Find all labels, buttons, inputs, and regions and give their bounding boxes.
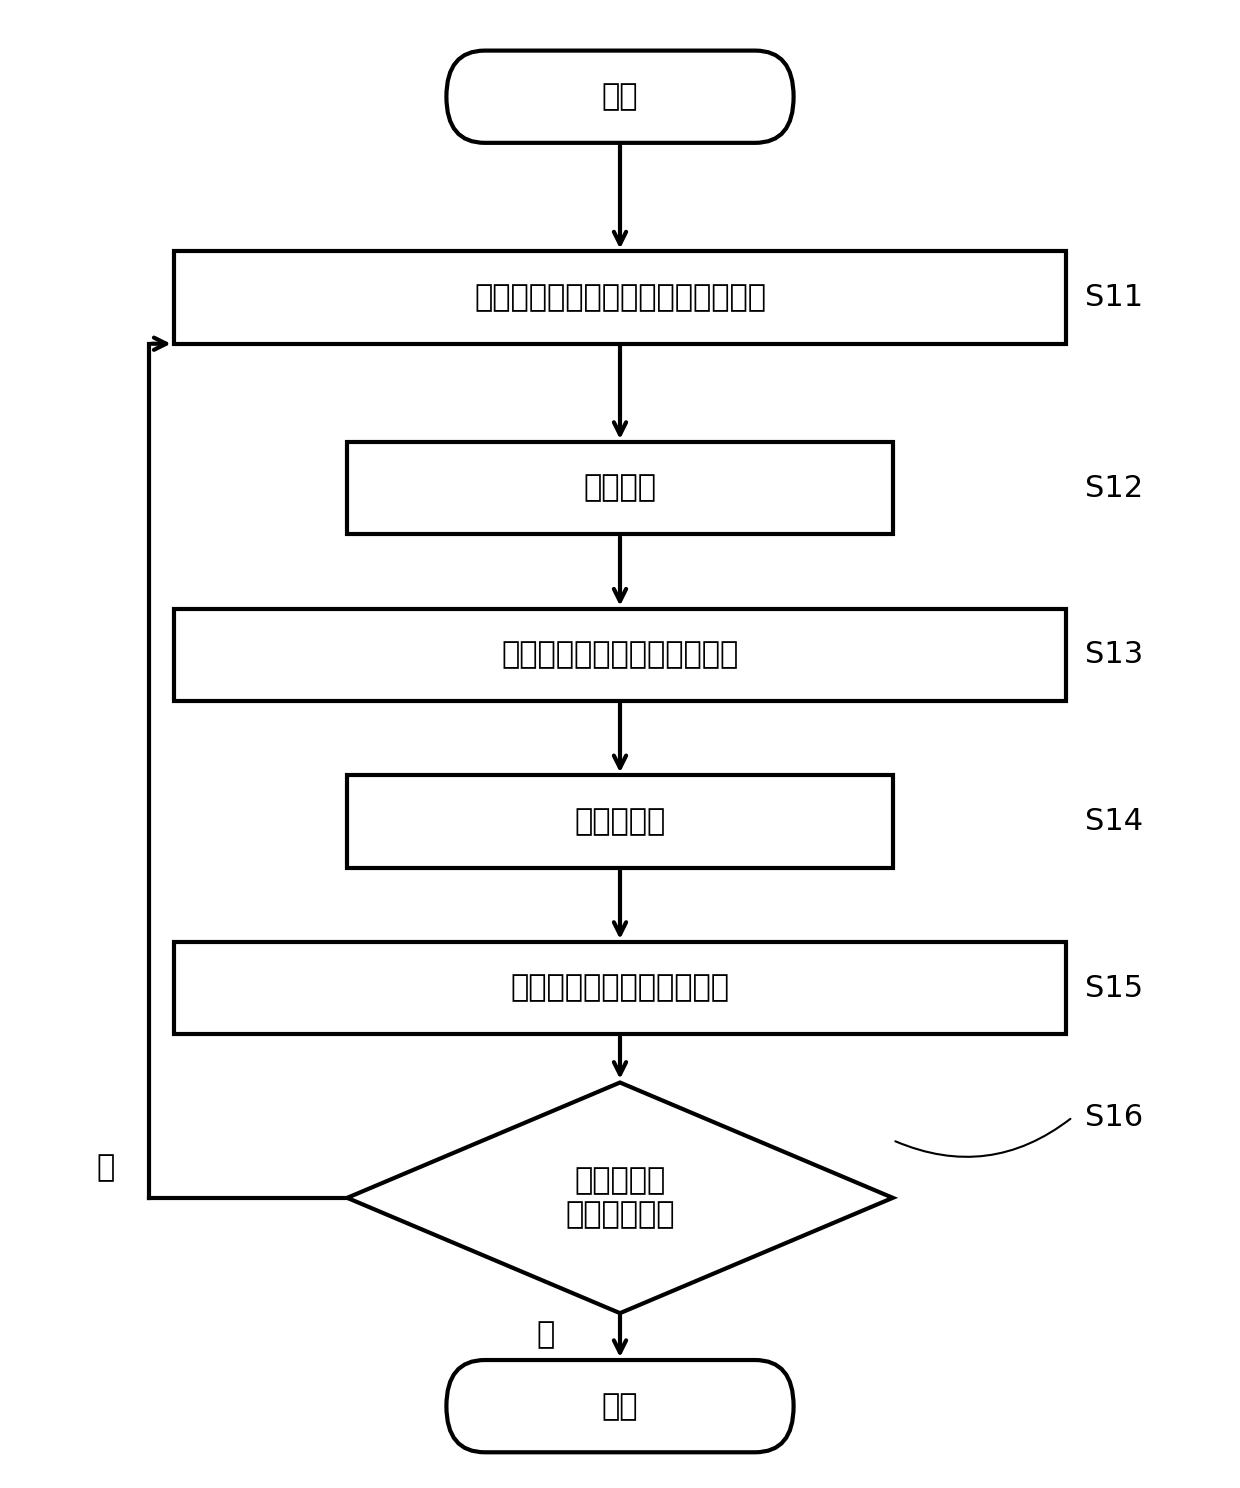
Text: 将基板上的加工位置配置在照射位置: 将基板上的加工位置配置在照射位置 <box>474 283 766 312</box>
Text: 否: 否 <box>97 1153 114 1183</box>
Text: 检测出通孔
的形成终点？: 检测出通孔 的形成终点？ <box>565 1167 675 1229</box>
Text: 由光接收部接收激光的反射光: 由光接收部接收激光的反射光 <box>501 640 739 670</box>
Text: S12: S12 <box>1085 473 1143 503</box>
Polygon shape <box>347 1083 893 1312</box>
FancyBboxPatch shape <box>174 942 1066 1034</box>
Text: S13: S13 <box>1085 640 1143 670</box>
Text: S16: S16 <box>1085 1103 1143 1131</box>
Text: 开始: 开始 <box>601 82 639 112</box>
Text: S14: S14 <box>1085 806 1143 836</box>
Text: 出射激光: 出射激光 <box>584 473 656 503</box>
Text: 由光接收部接收树脂的荧光: 由光接收部接收树脂的荧光 <box>511 973 729 1003</box>
FancyBboxPatch shape <box>347 775 893 868</box>
Text: 出射激发光: 出射激发光 <box>574 806 666 836</box>
FancyBboxPatch shape <box>446 51 794 143</box>
FancyBboxPatch shape <box>174 251 1066 344</box>
Text: 结束: 结束 <box>601 1391 639 1421</box>
Text: 是: 是 <box>537 1320 554 1350</box>
FancyBboxPatch shape <box>446 1360 794 1452</box>
Text: S11: S11 <box>1085 283 1143 312</box>
FancyBboxPatch shape <box>347 442 893 534</box>
FancyBboxPatch shape <box>174 609 1066 701</box>
Text: S15: S15 <box>1085 973 1143 1003</box>
